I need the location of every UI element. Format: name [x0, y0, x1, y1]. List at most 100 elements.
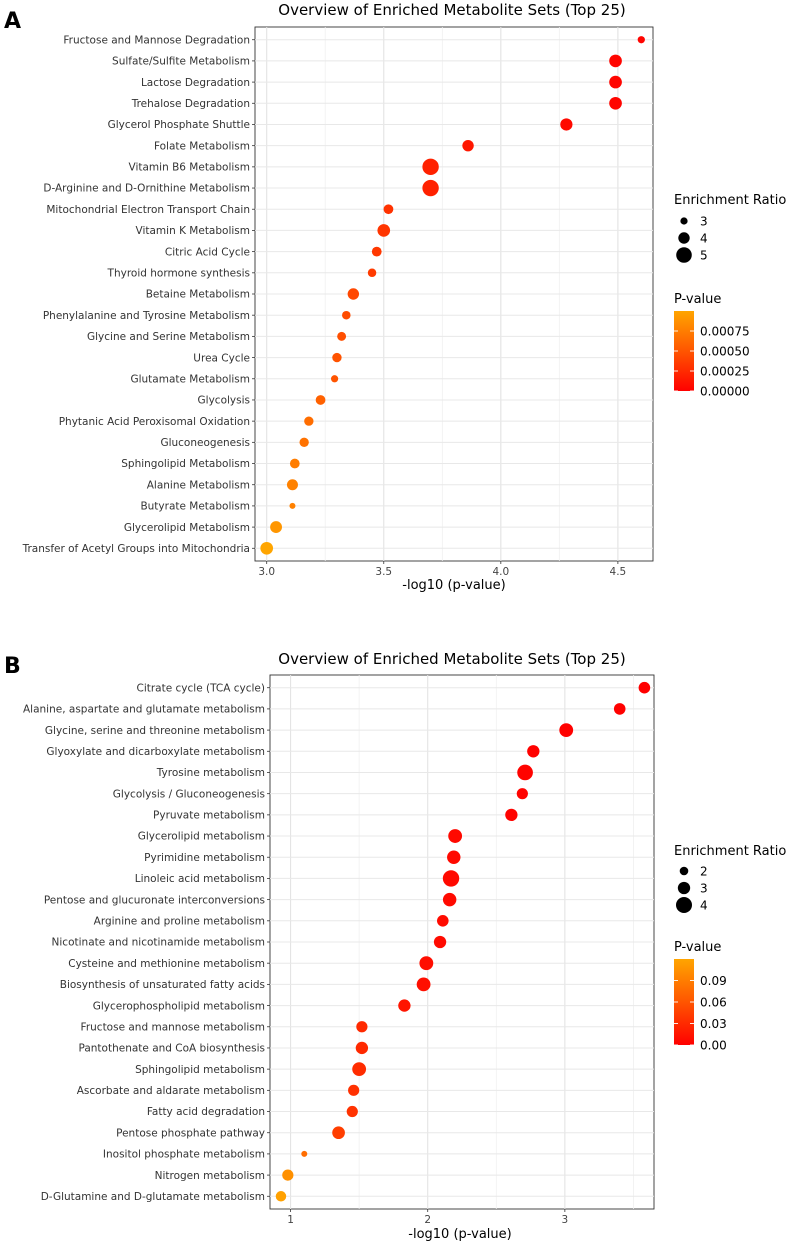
y-tick-label: Glycerolipid metabolism: [138, 831, 265, 843]
x-tick-label: 4.0: [492, 566, 509, 578]
x-tick-label: 1: [287, 1214, 294, 1226]
data-point: [342, 310, 351, 320]
data-point: [301, 1150, 308, 1157]
data-point: [638, 681, 651, 694]
data-point: [289, 458, 300, 469]
y-tick-label: Citric Acid Cycle: [165, 246, 250, 258]
chart-title-b: Overview of Enriched Metabolite Sets (To…: [278, 650, 625, 668]
y-tick-label: Glycine and Serine Metabolism: [87, 331, 250, 343]
data-point: [609, 96, 622, 110]
y-tick-label: Pantothenate and CoA biosynthesis: [78, 1043, 265, 1055]
y-tick-label: Glyoxylate and dicarboxylate metabolism: [46, 746, 265, 758]
data-point: [516, 788, 528, 800]
data-point: [416, 977, 431, 992]
colorbar-label: 0.00075: [700, 325, 750, 339]
y-tick-label: Sphingolipid Metabolism: [121, 458, 250, 470]
data-point: [371, 246, 382, 257]
data-point: [422, 179, 439, 197]
y-tick-label: D-Arginine and D-Ornithine Metabolism: [43, 183, 250, 195]
y-tick-label: Pyruvate metabolism: [153, 810, 265, 822]
grid-a: [255, 27, 653, 561]
size-legend-label: 5: [700, 249, 708, 263]
y-tick-label: Fatty acid degradation: [147, 1106, 265, 1118]
grid-b: [270, 675, 654, 1209]
data-point: [505, 808, 518, 822]
size-legend-label: 4: [700, 232, 708, 246]
y-tick-label: Glycolysis: [198, 395, 250, 407]
colorbar-label: 0.00050: [700, 345, 750, 359]
color-legend-b: P-value 0.00 0.03 0.06 0.09: [674, 940, 727, 1053]
size-legend-label: 2: [700, 865, 708, 879]
y-tick-label: Sulfate/Sulfite Metabolism: [112, 56, 250, 68]
size-legend-key: [675, 896, 693, 914]
data-point: [517, 764, 533, 781]
colorbar-label: 0.00000: [700, 385, 750, 399]
data-point: [275, 1191, 287, 1202]
y-tick-label: Phytanic Acid Peroxisomal Oxidation: [59, 416, 250, 428]
y-tick-label: Arginine and proline metabolism: [94, 916, 265, 928]
colorbar-label: 0.03: [700, 1017, 727, 1031]
data-point: [609, 54, 622, 68]
data-point: [437, 915, 449, 927]
size-legend-key: [678, 232, 690, 244]
y-tick-label: Glycerol Phosphate Shuttle: [108, 119, 250, 131]
y-tick-label: Thyroid hormone synthesis: [107, 268, 250, 280]
data-point: [559, 723, 574, 737]
x-axis-label-b: -log10 (p-value): [408, 1227, 511, 1242]
y-tick-label: Glycerophospholipid metabolism: [93, 1000, 265, 1012]
data-point: [398, 999, 411, 1012]
y-tick-label: Glycolysis / Gluconeogenesis: [113, 788, 265, 800]
y-tick-label: Urea Cycle: [193, 352, 250, 364]
data-point: [356, 1021, 368, 1033]
size-legend-b: Enrichment Ratio 2 3 4: [674, 844, 786, 914]
data-point: [337, 331, 347, 341]
colorbar-label: 0.00: [700, 1039, 727, 1053]
data-point: [383, 204, 394, 215]
y-tick-label: Pentose phosphate pathway: [116, 1127, 265, 1139]
y-tick-label: Gluconeogenesis: [160, 437, 250, 449]
data-point: [352, 1062, 367, 1077]
size-legend-title-a: Enrichment Ratio: [674, 193, 786, 208]
panel-label-a: A: [4, 9, 21, 34]
data-point: [367, 268, 377, 278]
y-tick-label: Trehalose Degradation: [131, 98, 250, 110]
color-legend-a: P-value 0.00000 0.00025 0.00050 0.00075: [674, 292, 750, 399]
y-tick-label: Phenylalanine and Tyrosine Metabolism: [43, 310, 250, 322]
x-tick-label: 3: [562, 1214, 569, 1226]
y-tick-label: Linoleic acid metabolism: [135, 873, 265, 885]
x-tick-label: 2: [424, 1214, 431, 1226]
data-point: [433, 935, 447, 949]
data-point: [289, 502, 296, 509]
chart-title-a: Overview of Enriched Metabolite Sets (To…: [278, 1, 625, 19]
data-point: [419, 956, 434, 971]
y-tick-label: D-Glutamine and D-glutamate metabolism: [41, 1191, 265, 1203]
points-b: [275, 681, 651, 1202]
points-a: [260, 36, 645, 555]
data-point: [304, 416, 314, 426]
data-point: [286, 479, 298, 491]
data-point: [332, 352, 342, 363]
x-tick-labels-b: 1 2 3: [287, 1209, 568, 1226]
panel-label-b: B: [4, 654, 21, 679]
data-point: [447, 850, 461, 864]
data-point: [348, 1084, 360, 1096]
data-point: [609, 75, 622, 89]
size-legend-label: 3: [700, 882, 708, 896]
data-point: [330, 375, 339, 383]
y-tick-label: Alanine, aspartate and glutamate metabol…: [23, 704, 265, 716]
size-legend-label: 4: [700, 899, 708, 913]
size-legend-a: Enrichment Ratio 3 4 5: [674, 193, 786, 263]
y-tick-label: Fructose and mannose metabolism: [81, 1021, 265, 1033]
y-tick-labels-b: Citrate cycle (TCA cycle) Alanine, aspart…: [23, 682, 270, 1203]
colorbar-b: [674, 959, 694, 1045]
y-tick-label: Tyrosine metabolism: [156, 767, 265, 779]
data-point: [462, 139, 474, 152]
size-legend-key: [677, 881, 691, 895]
data-point: [260, 541, 274, 555]
x-tick-label: 4.5: [610, 566, 627, 578]
data-point: [442, 892, 457, 907]
data-point: [613, 703, 626, 715]
data-point: [315, 395, 326, 405]
y-tick-label: Glycerolipid Metabolism: [124, 522, 250, 534]
